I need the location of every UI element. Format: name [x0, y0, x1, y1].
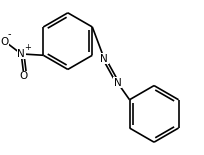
Text: N: N: [100, 54, 108, 64]
Text: O: O: [19, 71, 28, 81]
Text: N: N: [17, 49, 25, 59]
Text: O: O: [0, 37, 8, 47]
Text: -: -: [8, 29, 11, 39]
Text: +: +: [24, 44, 31, 53]
Text: N: N: [114, 78, 122, 88]
